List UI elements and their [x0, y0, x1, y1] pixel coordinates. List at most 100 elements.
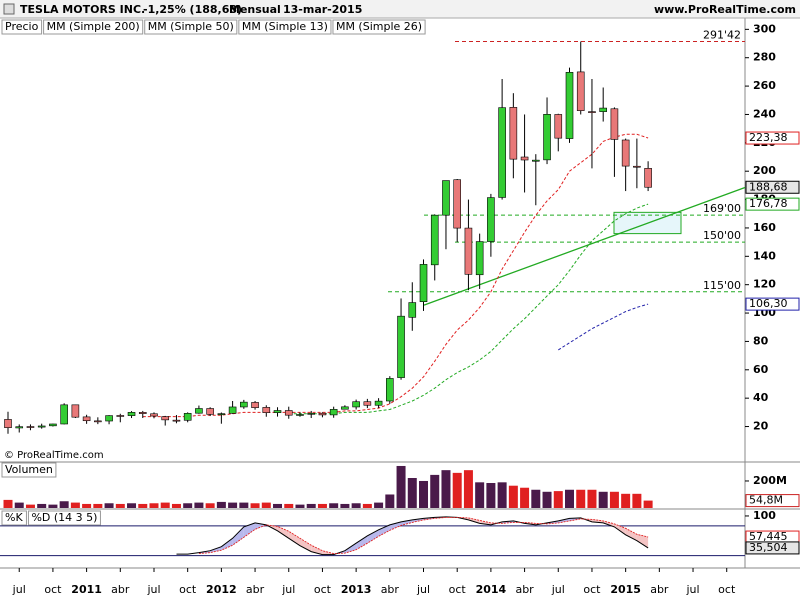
legend-entry-box [1, 510, 27, 526]
site[interactable]: www.ProRealTime.com [654, 3, 796, 16]
legend-entry-box [144, 19, 238, 35]
stochastic-fill [322, 550, 334, 555]
candle-body [49, 423, 57, 427]
candle-body [386, 378, 394, 402]
stochastic-fill [344, 543, 357, 554]
candle-body [419, 264, 428, 303]
volume-bar [104, 503, 114, 508]
candle-body [138, 412, 147, 414]
volume-bar [127, 503, 137, 508]
candle-body [352, 401, 360, 408]
legend-entry: Precio [5, 20, 39, 33]
x-tick-label: 2013 [341, 583, 372, 596]
candle-body [509, 107, 518, 160]
candle-body [520, 156, 529, 161]
last-value-box [745, 541, 800, 555]
candle-body [262, 407, 271, 413]
volume-bar [329, 503, 339, 508]
volume-bar [351, 503, 361, 508]
legend-entry-box [238, 19, 332, 35]
volume-bar [452, 472, 462, 508]
last-value: 223,38 [749, 131, 788, 144]
legend-entry: MM (Simple 50) [148, 20, 234, 33]
candle-body [442, 180, 450, 216]
y-tick-label: 100 [753, 509, 776, 522]
x-tick-label: jul [551, 583, 565, 596]
candle-body [26, 426, 35, 428]
x-tick-label: 2012 [206, 583, 237, 596]
stochastic-fill [221, 538, 233, 551]
copyright: © ProRealTime.com [4, 450, 104, 461]
candle-body [318, 412, 327, 416]
y-tick-label: 20 [753, 420, 769, 433]
volume-bar [115, 503, 125, 508]
x-tick-label: oct [583, 583, 601, 596]
x-tick-label: 2015 [610, 583, 641, 596]
y-tick-label: 120 [753, 278, 776, 291]
moving-average [142, 133, 649, 418]
stochastic-fill [378, 524, 390, 537]
volume-bar [149, 503, 159, 508]
volume-bar [37, 503, 47, 508]
x-tick-label: abr [650, 583, 669, 596]
candle-body [621, 139, 630, 167]
volume-bar [463, 470, 473, 508]
header-bar [0, 0, 800, 18]
candle-body [206, 408, 214, 415]
menu-icon[interactable] [3, 3, 15, 15]
legend-entry-box [1, 19, 43, 35]
candle-body [329, 409, 338, 416]
candle-body [183, 413, 192, 421]
candle-body [475, 241, 484, 276]
stochastic-line [176, 516, 649, 556]
candle-body [532, 159, 540, 162]
change: -1,25% (188,68) [143, 3, 242, 16]
y-tick-label: 160 [753, 221, 776, 234]
volume-bar [565, 489, 574, 508]
volume-bar [553, 491, 563, 508]
volume-bar [14, 502, 24, 508]
candle-body [633, 165, 641, 168]
candle-body [554, 114, 563, 139]
x-tick-label: abr [515, 583, 534, 596]
volume-bar [284, 503, 294, 508]
volume-bar [216, 501, 226, 508]
y-tick-label: 200 [753, 164, 776, 177]
y-tick-label: 80 [753, 334, 769, 347]
candle-body [150, 413, 158, 417]
volume-bar [531, 489, 541, 508]
volume-bar [475, 482, 485, 508]
last-value-box [745, 297, 800, 311]
candle-body [565, 72, 574, 139]
last-value-box [745, 131, 800, 145]
legend-entry: %K [5, 511, 23, 524]
stochastic-fill [479, 520, 491, 525]
candle-body [195, 408, 203, 414]
volume-bar [486, 483, 496, 508]
volume-bar [59, 501, 69, 508]
y-tick-label: 240 [753, 107, 776, 120]
candle-body [588, 111, 596, 113]
date: 13-mar-2015 [283, 3, 362, 16]
last-value: 176,78 [749, 197, 788, 210]
last-value-box [745, 180, 800, 194]
candle-body [453, 179, 462, 229]
trendline [423, 186, 746, 306]
candle-body [172, 419, 181, 422]
volume-bar [374, 502, 384, 508]
level-label: 291'42 [703, 29, 741, 42]
last-value-box [745, 197, 800, 211]
volume-bar [396, 465, 406, 508]
last-value: 35,504 [749, 541, 788, 554]
x-tick-label: jul [416, 583, 430, 596]
stochastic-fill [243, 522, 256, 538]
level-label: 115'00 [703, 279, 741, 292]
y-tick-label: 280 [753, 51, 776, 64]
volume-bar [542, 491, 552, 508]
legend-entry-box [27, 510, 101, 526]
volume-bar [441, 470, 451, 508]
legend-entry: MM (Simple 200) [47, 20, 140, 33]
candle-body [430, 214, 439, 266]
level-label: 150'00 [703, 229, 741, 242]
